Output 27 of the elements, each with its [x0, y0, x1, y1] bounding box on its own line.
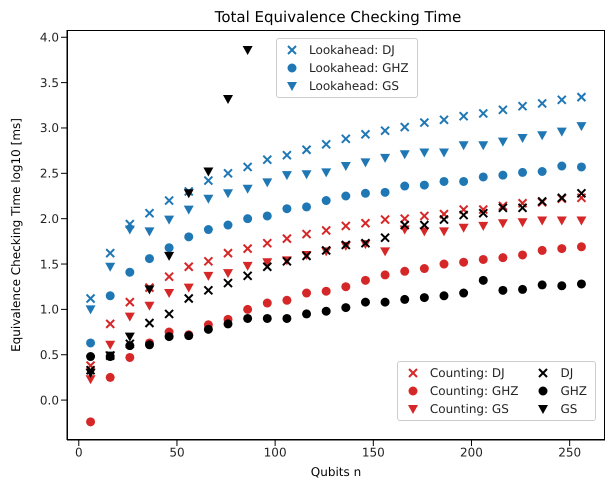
- x-tick-label: 250: [558, 446, 582, 460]
- legend-label: Lookahead: GHZ: [309, 61, 409, 75]
- legend-label: Counting: DJ: [430, 366, 505, 380]
- y-axis-title: Equivalence Checking Time log10 [ms]: [9, 118, 23, 352]
- chart-title: Total Equivalence Checking Time: [214, 8, 462, 26]
- y-tick-label: 3.5: [40, 76, 59, 90]
- x-tick-label: 150: [362, 446, 385, 460]
- x-tick-label: 50: [169, 446, 185, 460]
- legend-label: Lookahead: GS: [309, 79, 399, 93]
- x-tick-label: 100: [264, 446, 287, 460]
- x-tick-label: 0: [74, 446, 83, 460]
- y-tick-label: 2.5: [40, 166, 59, 181]
- legend-label: Lookahead: DJ: [309, 43, 395, 57]
- y-tick-label: 0.5: [40, 348, 59, 362]
- x-axis-title: Qubits n: [310, 465, 362, 479]
- legend-label: GHZ: [560, 384, 587, 398]
- legend-label: GS: [560, 402, 578, 416]
- x-tick-label: 200: [460, 446, 483, 460]
- y-tick-label: 1.0: [40, 302, 59, 317]
- legend-label: DJ: [560, 366, 574, 380]
- y-tick-label: 2.0: [40, 212, 59, 226]
- legend-label: Counting: GS: [430, 402, 509, 416]
- y-tick-label: 3.0: [40, 121, 59, 136]
- legend-label: Counting: GHZ: [430, 384, 518, 398]
- y-tick-label: 4.0: [40, 30, 59, 45]
- y-tick-label: 1.5: [40, 257, 59, 272]
- y-tick-label: 0.0: [40, 393, 59, 408]
